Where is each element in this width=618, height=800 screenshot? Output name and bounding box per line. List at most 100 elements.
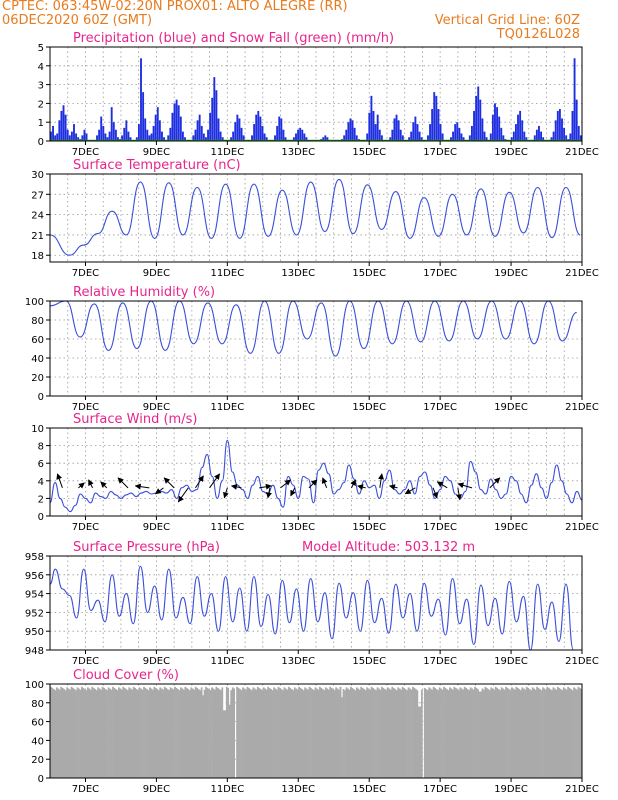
precip-bar [156,107,159,141]
panel-title: Cloud Cover (%) [73,668,179,683]
cloud-cover-bar [347,688,349,778]
cloud-cover-bar [332,689,335,778]
precip-bar [374,124,377,141]
y-tick-label: 80 [31,316,44,327]
cloud-cover-bar [188,690,191,778]
cloud-cover-bar [89,689,92,778]
precip-bar [179,116,182,141]
cloud-cover-bar [200,687,203,778]
y-tick-label: 100 [25,297,44,308]
y-tick-label: 6 [38,459,44,470]
cloud-cover-bar [429,688,432,778]
cloud-cover-bar [525,686,528,778]
cloud-cover-bar [112,686,114,778]
cloud-cover-bar [466,689,469,778]
precip-bar [573,58,576,141]
precip-bar [142,92,145,141]
cloud-cover-bar [573,687,575,778]
wind-arrow [266,487,272,499]
cloud-cover-bar [352,689,355,778]
x-tick-label: 11DEC [210,402,244,413]
cloud-cover-bar [280,689,283,778]
wind-arrow [100,481,108,489]
precip-bar [125,120,128,141]
cloud-cover-bar [487,689,490,778]
precip-bar [83,129,86,141]
cloud-cover-bar [183,689,185,778]
cloud-cover-bar [197,689,200,778]
cloud-cover-bar [392,687,395,778]
cloud-cover-bar [169,687,172,778]
cloud-cover-bar [149,687,151,778]
cloud-cover-bar [570,689,572,778]
precip-bar [366,133,369,141]
y-tick-label: 40 [31,354,44,365]
y-tick-label: 60 [31,335,44,346]
precip-bar [121,135,124,141]
precip-bar [401,135,404,141]
cloud-cover-bar [88,688,91,778]
cloud-cover-bar [432,686,435,778]
cloud-cover-bar [324,687,327,778]
cloud-cover-bar [120,689,123,778]
precip-bar [129,137,132,141]
cloud-cover-bar [493,689,496,778]
cloud-cover-bar [491,688,494,778]
cloud-cover-bar [163,686,166,778]
x-tick-label: 17DEC [423,268,457,279]
cloud-cover-bar [267,686,270,778]
cloud-cover-bar [208,689,210,778]
cloud-cover-bar [231,687,234,778]
cloud-cover-bar [240,690,243,778]
cloud-cover-bar [478,691,481,778]
cloud-cover-bar [209,690,212,778]
y-tick-label: 5 [38,43,44,54]
precip-bar [238,118,241,141]
cloud-cover-bar [137,690,139,778]
cloud-cover-bar [264,688,267,778]
wind-arrow [350,479,356,489]
wind-arrow [457,482,473,489]
precip-bar [485,137,488,141]
x-tick-label: 21DEC [565,268,599,279]
x-tick-label: 17DEC [423,147,457,158]
cloud-cover-bar [279,687,281,778]
x-tick-label: 7DEC [72,522,99,533]
cloud-cover-bar [550,690,553,778]
x-tick-label: 21DEC [565,147,599,158]
cloud-cover-bar [546,686,549,778]
cloud-cover-bar [379,689,382,778]
precip-bar [58,120,61,141]
cloud-cover-bar [250,690,253,778]
precip-bar [437,109,440,141]
precip-bar [234,122,237,141]
precip-bar [167,135,170,141]
cloud-cover-bar [140,688,142,778]
precip-bar [579,135,582,141]
panel-title: Relative Humidity (%) [73,285,215,300]
cloud-cover-bar [474,686,476,778]
cloud-cover-bar [295,688,298,778]
precip-bar [565,135,568,141]
cloud-cover-bar [366,687,369,778]
precip-bar [481,118,484,141]
cloud-cover-bar [516,687,519,778]
precip-bar [242,135,245,141]
precip-bar [232,131,235,141]
cloud-cover-bar [52,689,55,778]
precip-bar [253,124,256,141]
cloud-cover-bar [301,689,303,778]
precip-bar [372,110,375,141]
cloud-cover-bar [552,687,555,778]
cloud-cover-bar [565,689,568,778]
y-tick-label: 100 [25,680,44,691]
precip-bar [370,95,373,141]
panel-frame [49,427,583,517]
cloud-cover-bar [196,687,199,778]
precip-bar [322,137,325,141]
cloud-cover-bar [385,690,388,778]
cloud-cover-bar [248,687,250,778]
x-tick-label: 15DEC [352,402,386,413]
precip-bar [355,135,358,141]
cloud-cover-bar [419,706,422,778]
